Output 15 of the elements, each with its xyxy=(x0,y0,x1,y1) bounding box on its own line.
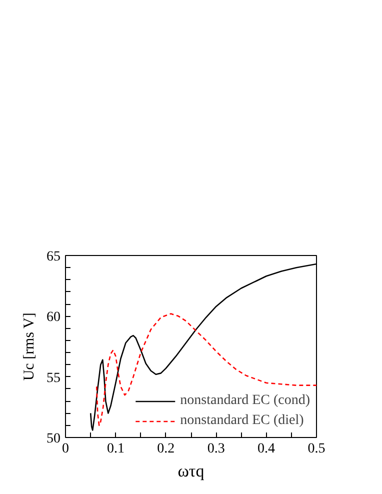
y-tick-label: 50 xyxy=(46,432,60,446)
x-tick-label: 0.3 xyxy=(207,442,225,456)
x-axis-title: ωτq xyxy=(178,462,205,480)
x-tick-label: 0.2 xyxy=(157,442,175,456)
x-tick-label: 0.5 xyxy=(308,442,326,456)
legend-label: nonstandard EC (diel) xyxy=(180,413,304,429)
legend-label: nonstandard EC (cond) xyxy=(180,393,310,409)
x-tick-label: 0.1 xyxy=(106,442,124,456)
line-series xyxy=(96,313,316,426)
x-tick-label: 0.4 xyxy=(258,442,276,456)
y-axis-title: Uc [rms V] xyxy=(22,312,38,381)
y-tick-label: 55 xyxy=(46,370,60,386)
x-tick-label: 0 xyxy=(62,442,69,456)
y-tick-label: 60 xyxy=(46,310,60,326)
y-tick-label: 65 xyxy=(46,250,60,264)
